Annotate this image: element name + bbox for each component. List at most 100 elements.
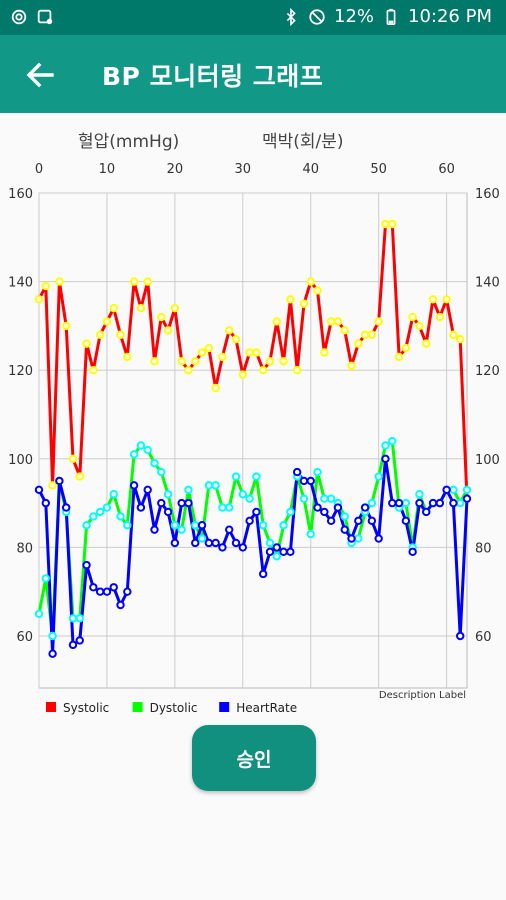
data-point-heartrate [299, 476, 309, 486]
data-point-systolic [299, 299, 309, 308]
image-notification-icon [37, 9, 53, 25]
y-tick-label-left: 140 [8, 276, 33, 291]
data-point-systolic [265, 357, 275, 366]
data-point-dystolic [299, 494, 309, 503]
data-point-heartrate [265, 547, 275, 557]
data-point-heartrate [102, 587, 112, 596]
data-point-systolic [191, 357, 200, 366]
data-point-dystolic [102, 503, 112, 512]
status-bar: 12% 10:26 PM [0, 0, 506, 35]
data-point-systolic [360, 330, 370, 339]
data-point-systolic [129, 277, 139, 286]
series-line-systolic [37, 222, 469, 499]
data-point-dystolic [367, 498, 377, 508]
data-point-heartrate [462, 494, 472, 503]
x-tick-label: 10 [99, 162, 116, 177]
data-point-systolic [347, 361, 356, 370]
chart-svg: 혈압(mmHg) 맥박(회/분) 0 10 20 30 40 50 60 60 60 80 80 10… [8, 132, 500, 715]
data-point-heartrate [401, 516, 411, 526]
data-point-systolic [197, 348, 207, 357]
back-arrow-icon[interactable] [22, 57, 58, 93]
data-point-dystolic [449, 485, 458, 495]
data-point-systolic [422, 339, 431, 348]
data-point-systolic [170, 303, 180, 313]
data-point-systolic [48, 481, 57, 490]
data-point-heartrate [408, 547, 417, 557]
data-point-heartrate [225, 525, 234, 534]
data-point-systolic [415, 321, 424, 331]
data-point-dystolic [218, 503, 227, 512]
data-point-systolic [435, 312, 445, 322]
data-point-dystolic [462, 485, 472, 495]
data-point-heartrate [82, 560, 91, 570]
series-line-dystolic [37, 439, 469, 638]
x-tick-label: 20 [167, 162, 184, 177]
data-point-dystolic [306, 529, 315, 539]
data-point-heartrate [34, 485, 44, 495]
data-point-systolic [401, 343, 411, 353]
data-point-heartrate [422, 507, 431, 517]
data-point-systolic [204, 343, 214, 353]
data-point-heartrate [129, 481, 139, 490]
axis-ticks: 0 10 20 30 40 50 60 60 60 80 80 100 100 120 120 140 140 1… [8, 162, 500, 645]
x-tick-label: 0 [35, 162, 43, 177]
y-tick-label-left: 120 [8, 364, 33, 379]
data-point-dystolic [123, 521, 132, 530]
data-point-dystolic [150, 459, 159, 468]
data-point-dystolic [129, 450, 139, 459]
data-point-heartrate [456, 631, 465, 641]
approve-button[interactable]: 승인 [192, 725, 316, 791]
data-point-heartrate [347, 534, 356, 543]
data-point-dystolic [95, 507, 105, 517]
data-point-heartrate [428, 498, 438, 508]
data-point-heartrate [218, 543, 227, 552]
data-point-heartrate [55, 476, 64, 486]
data-point-dystolic [320, 494, 329, 503]
y-tick-label-left: 80 [16, 541, 33, 556]
y-tick-label-left: 160 [8, 187, 33, 202]
data-point-systolic [258, 366, 268, 375]
data-point-systolic [184, 366, 193, 375]
data-point-heartrate [75, 636, 84, 645]
clock: 10:26 PM [408, 6, 492, 27]
data-point-systolic [279, 357, 288, 366]
data-point-systolic [55, 277, 64, 286]
plot-frame [38, 192, 468, 689]
data-point-dystolic [211, 481, 220, 490]
data-point-dystolic [225, 503, 234, 512]
data-point-heartrate [95, 587, 105, 596]
data-point-heartrate [184, 498, 193, 508]
data-point-heartrate [360, 503, 370, 512]
data-point-dystolic [143, 445, 152, 455]
data-point-heartrate [245, 516, 254, 526]
data-point-dystolic [245, 494, 254, 503]
data-point-systolic [333, 317, 343, 326]
data-point-dystolic [326, 494, 336, 503]
x-tick-label: 40 [302, 162, 319, 177]
data-point-dystolic [68, 614, 78, 623]
data-point-dystolic [157, 467, 166, 477]
data-point-systolic [245, 348, 254, 357]
legend-swatch-dystolic [132, 702, 143, 712]
data-point-dystolic [238, 490, 248, 499]
data-point-heartrate [123, 587, 132, 596]
data-point-heartrate [136, 503, 146, 512]
data-point-heartrate [61, 503, 71, 512]
do-not-disturb-icon [309, 8, 325, 25]
data-point-systolic [292, 366, 302, 375]
data-point-dystolic [388, 436, 397, 446]
x-tick-label: 30 [235, 162, 252, 177]
data-point-heartrate [388, 498, 397, 508]
data-point-systolic [231, 334, 241, 344]
data-point-systolic [354, 339, 363, 348]
data-point-heartrate [272, 543, 281, 552]
data-point-heartrate [68, 640, 78, 650]
page-title: BP 모니터링 그래프 [102, 62, 324, 91]
data-point-heartrate [292, 467, 302, 477]
data-point-heartrate [415, 498, 424, 508]
data-point-heartrate [150, 525, 159, 534]
data-point-dystolic [191, 521, 200, 530]
data-point-dystolic [279, 521, 288, 530]
y-tick-label-left: 60 [16, 630, 33, 645]
data-point-systolic [388, 219, 397, 229]
